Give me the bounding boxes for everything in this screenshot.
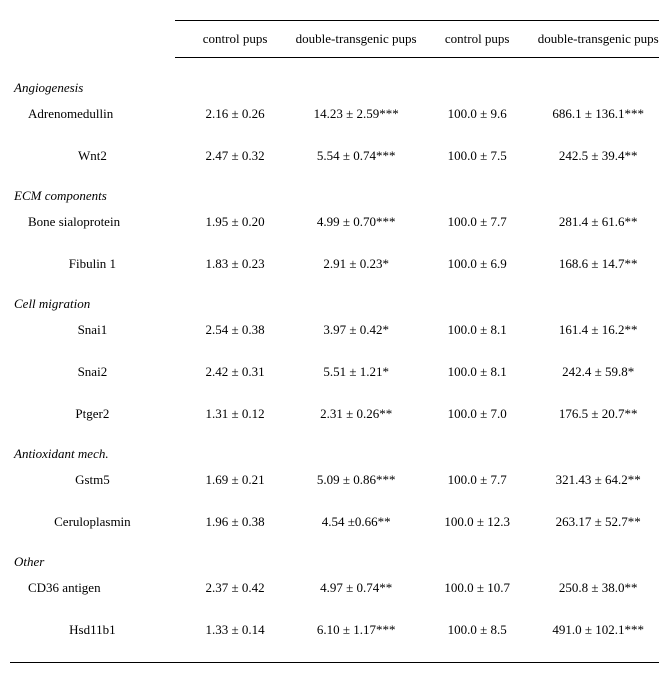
section-title: Cell migration — [10, 278, 659, 316]
val-dt-2: 242.4 ± 59.8* — [538, 358, 660, 386]
section-title: Angiogenesis — [10, 58, 659, 101]
gene-name: Hsd11b1 — [10, 616, 175, 644]
val-dt-2: 491.0 ± 102.1*** — [538, 616, 660, 644]
gene-name: Snai2 — [10, 358, 175, 386]
data-row: Fibulin 11.83 ± 0.232.91 ± 0.23*100.0 ± … — [10, 250, 659, 278]
expression-table: control pupsdouble-transgenic pupscontro… — [10, 20, 659, 663]
header-dt-2: double-transgenic pups — [538, 21, 660, 58]
section-title: Antioxidant mech. — [10, 428, 659, 466]
val-dt-2: 686.1 ± 136.1*** — [538, 100, 660, 128]
data-row: Snai22.42 ± 0.315.51 ± 1.21*100.0 ± 8.12… — [10, 358, 659, 386]
val-control-2: 100.0 ± 6.9 — [417, 250, 538, 278]
section-row: Antioxidant mech. — [10, 428, 659, 466]
val-control-1: 1.95 ± 0.20 — [175, 208, 296, 236]
val-control-2: 100.0 ± 7.0 — [417, 400, 538, 428]
val-control-1: 1.31 ± 0.12 — [175, 400, 296, 428]
val-control-2: 100.0 ± 9.6 — [417, 100, 538, 128]
data-row: Ceruloplasmin1.96 ± 0.384.54 ±0.66**100.… — [10, 508, 659, 536]
val-control-1: 1.33 ± 0.14 — [175, 616, 296, 644]
gene-name: Adrenomedullin — [10, 100, 175, 128]
gene-name: Wnt2 — [10, 142, 175, 170]
val-control-2: 100.0 ± 8.1 — [417, 358, 538, 386]
data-row: Snai12.54 ± 0.383.97 ± 0.42*100.0 ± 8.11… — [10, 316, 659, 344]
gene-name: Snai1 — [10, 316, 175, 344]
gene-name: CD36 antigen — [10, 574, 175, 602]
val-dt-1: 4.97 ± 0.74** — [295, 574, 416, 602]
val-control-2: 100.0 ± 7.7 — [417, 466, 538, 494]
val-dt-2: 263.17 ± 52.7** — [538, 508, 660, 536]
val-control-2: 100.0 ± 12.3 — [417, 508, 538, 536]
gene-name: Ptger2 — [10, 400, 175, 428]
val-dt-1: 5.54 ± 0.74*** — [295, 142, 416, 170]
data-row: Gstm51.69 ± 0.215.09 ± 0.86***100.0 ± 7.… — [10, 466, 659, 494]
spacer-row — [10, 236, 659, 250]
data-row: Ptger21.31 ± 0.122.31 ± 0.26**100.0 ± 7.… — [10, 400, 659, 428]
val-control-2: 100.0 ± 8.5 — [417, 616, 538, 644]
val-dt-2: 281.4 ± 61.6** — [538, 208, 660, 236]
val-dt-2: 250.8 ± 38.0** — [538, 574, 660, 602]
section-row: Angiogenesis — [10, 58, 659, 101]
spacer-row — [10, 494, 659, 508]
val-control-1: 2.47 ± 0.32 — [175, 142, 296, 170]
val-control-1: 2.42 ± 0.31 — [175, 358, 296, 386]
val-control-2: 100.0 ± 10.7 — [417, 574, 538, 602]
val-dt-1: 4.54 ±0.66** — [295, 508, 416, 536]
val-dt-2: 321.43 ± 64.2** — [538, 466, 660, 494]
gene-name: Fibulin 1 — [10, 250, 175, 278]
gene-name: Ceruloplasmin — [10, 508, 175, 536]
spacer-row — [10, 386, 659, 400]
val-control-2: 100.0 ± 7.7 — [417, 208, 538, 236]
section-row: Other — [10, 536, 659, 574]
data-row: Adrenomedullin2.16 ± 0.2614.23 ± 2.59***… — [10, 100, 659, 128]
data-row: Bone sialoprotein1.95 ± 0.204.99 ± 0.70*… — [10, 208, 659, 236]
section-row: ECM components — [10, 170, 659, 208]
spacer-row — [10, 602, 659, 616]
section-title: ECM components — [10, 170, 659, 208]
val-control-1: 1.69 ± 0.21 — [175, 466, 296, 494]
val-dt-2: 161.4 ± 16.2** — [538, 316, 660, 344]
val-control-1: 1.96 ± 0.38 — [175, 508, 296, 536]
gene-name: Gstm5 — [10, 466, 175, 494]
val-dt-1: 5.09 ± 0.86*** — [295, 466, 416, 494]
header-row: control pupsdouble-transgenic pupscontro… — [10, 21, 659, 58]
val-dt-2: 176.5 ± 20.7** — [538, 400, 660, 428]
data-row: Hsd11b11.33 ± 0.146.10 ± 1.17***100.0 ± … — [10, 616, 659, 644]
val-dt-1: 2.31 ± 0.26** — [295, 400, 416, 428]
val-dt-1: 6.10 ± 1.17*** — [295, 616, 416, 644]
val-control-2: 100.0 ± 7.5 — [417, 142, 538, 170]
val-dt-1: 4.99 ± 0.70*** — [295, 208, 416, 236]
val-control-1: 2.54 ± 0.38 — [175, 316, 296, 344]
val-control-1: 1.83 ± 0.23 — [175, 250, 296, 278]
val-dt-1: 3.97 ± 0.42* — [295, 316, 416, 344]
header-blank — [10, 21, 175, 58]
spacer-row — [10, 344, 659, 358]
val-dt-2: 168.6 ± 14.7** — [538, 250, 660, 278]
section-row: Cell migration — [10, 278, 659, 316]
header-dt-1: double-transgenic pups — [295, 21, 416, 58]
val-dt-1: 5.51 ± 1.21* — [295, 358, 416, 386]
val-dt-2: 242.5 ± 39.4** — [538, 142, 660, 170]
val-control-1: 2.16 ± 0.26 — [175, 100, 296, 128]
table-bottom-rule — [10, 644, 659, 663]
gene-name: Bone sialoprotein — [10, 208, 175, 236]
header-control-1: control pups — [175, 21, 296, 58]
data-row: CD36 antigen2.37 ± 0.424.97 ± 0.74**100.… — [10, 574, 659, 602]
val-control-2: 100.0 ± 8.1 — [417, 316, 538, 344]
val-dt-1: 2.91 ± 0.23* — [295, 250, 416, 278]
header-control-2: control pups — [417, 21, 538, 58]
val-control-1: 2.37 ± 0.42 — [175, 574, 296, 602]
spacer-row — [10, 128, 659, 142]
val-dt-1: 14.23 ± 2.59*** — [295, 100, 416, 128]
section-title: Other — [10, 536, 659, 574]
data-row: Wnt22.47 ± 0.325.54 ± 0.74***100.0 ± 7.5… — [10, 142, 659, 170]
